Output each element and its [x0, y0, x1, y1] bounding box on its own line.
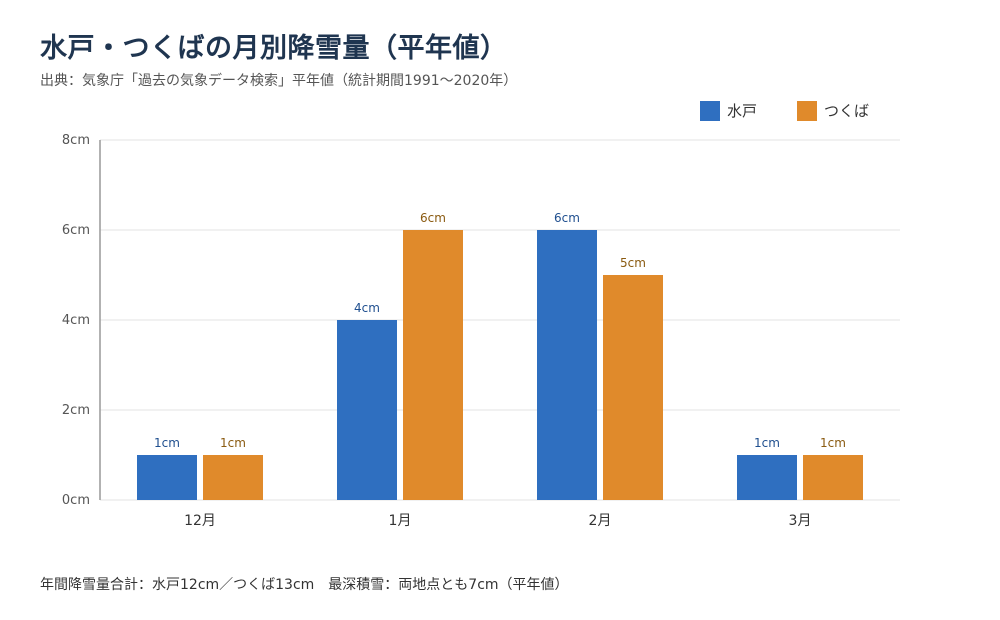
y-tick-label: 2cm — [62, 403, 90, 418]
bar-mito — [737, 455, 797, 500]
data-label: 1cm — [754, 436, 780, 450]
bar-tsukuba — [403, 230, 463, 500]
data-label: 4cm — [354, 301, 380, 315]
legend-label-mito: 水戸 — [727, 102, 758, 120]
x-tick-label: 12月 — [184, 513, 216, 529]
legend-label-tsukuba: つくば — [824, 102, 870, 120]
y-tick-label: 8cm — [62, 133, 90, 148]
chart-source: 出典：気象庁「過去の気象データ検索」平年値（統計期間1991〜2020年） — [40, 73, 518, 89]
data-label: 5cm — [620, 256, 646, 270]
bar-tsukuba — [203, 455, 263, 500]
legend: 水戸 つくば — [700, 100, 869, 121]
data-label: 6cm — [554, 211, 580, 225]
legend-item-tsukuba: つくば — [797, 100, 869, 121]
bar-tsukuba — [603, 275, 663, 500]
chart-footnote: 年間降雪量合計：水戸12cm／つくば13cm 最深積雪：両地点とも7cm（平年値… — [40, 577, 569, 593]
bar-mito — [337, 320, 397, 500]
data-label: 1cm — [820, 436, 846, 450]
legend-swatch-mito — [700, 100, 720, 121]
x-tick-label: 1月 — [389, 513, 412, 529]
y-tick-label: 0cm — [62, 493, 90, 508]
x-tick-label: 2月 — [589, 513, 612, 529]
y-tick-label: 6cm — [62, 223, 90, 238]
data-label: 6cm — [420, 211, 446, 225]
bar-mito — [137, 455, 197, 500]
y-tick-label: 4cm — [62, 313, 90, 328]
data-label: 1cm — [220, 436, 246, 450]
legend-item-mito: 水戸 — [700, 100, 757, 121]
x-tick-label: 3月 — [789, 513, 812, 529]
bar-tsukuba — [803, 455, 863, 500]
chart-title: 水戸・つくばの月別降雪量（平年値） — [40, 33, 508, 64]
data-label: 1cm — [154, 436, 180, 450]
legend-swatch-tsukuba — [797, 100, 818, 121]
bar-mito — [537, 230, 597, 500]
